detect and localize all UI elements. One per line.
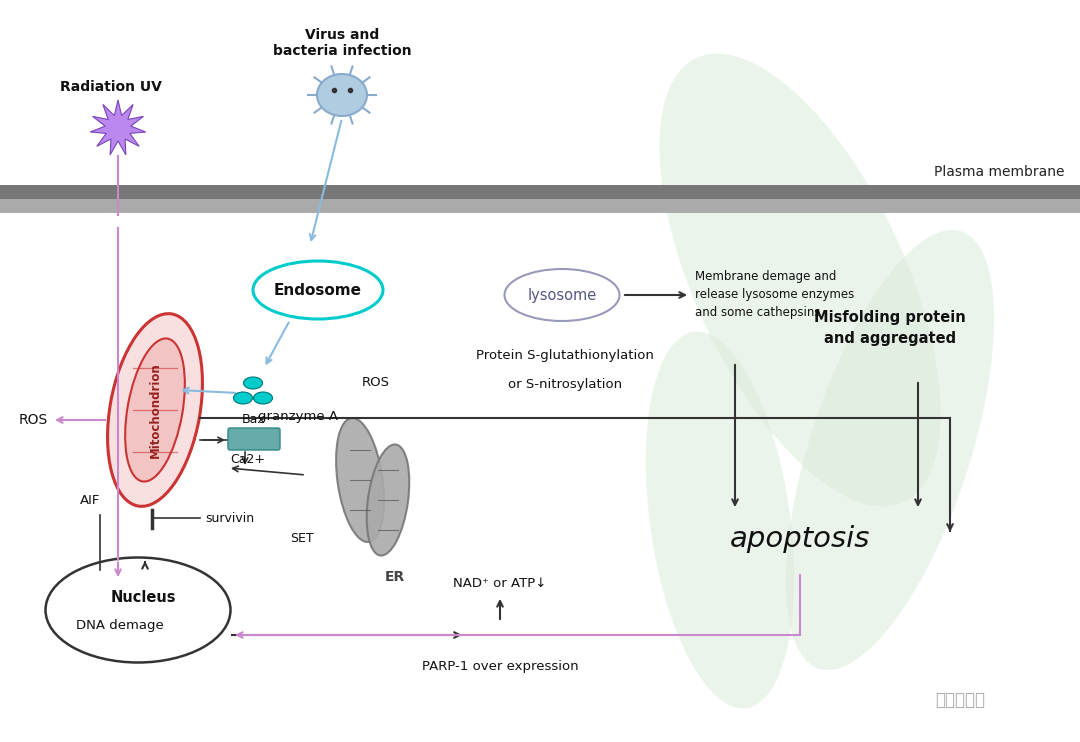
Ellipse shape [233,392,253,404]
Text: ROS: ROS [18,413,48,427]
Ellipse shape [45,557,230,663]
Text: Misfolding protein
and aggregated: Misfolding protein and aggregated [814,310,966,346]
Text: SET: SET [291,531,313,545]
Text: AIF: AIF [80,493,100,507]
Bar [0,199,1080,213]
Text: NAD⁺ or ATP↓: NAD⁺ or ATP↓ [454,577,546,590]
Text: or S-nitrosylation: or S-nitrosylation [508,378,622,391]
Text: lysosome: lysosome [527,287,596,303]
Ellipse shape [660,53,941,507]
Ellipse shape [108,314,202,506]
Text: ER: ER [384,570,405,584]
Text: survivin: survivin [205,511,254,525]
Ellipse shape [254,392,272,404]
Text: Ca2+: Ca2+ [230,453,265,466]
Ellipse shape [786,230,994,670]
Bar [0,185,1080,199]
Text: DNA demage: DNA demage [76,620,164,632]
Text: PARP-1 over expression: PARP-1 over expression [421,660,578,673]
Ellipse shape [125,338,185,482]
Ellipse shape [367,444,409,556]
Text: ROS: ROS [362,375,390,389]
Ellipse shape [504,269,620,321]
Text: Mitochondrion: Mitochondrion [149,362,162,458]
Polygon shape [91,100,146,155]
Text: Virus and
bacteria infection: Virus and bacteria infection [272,28,411,58]
FancyBboxPatch shape [228,428,280,450]
Text: Plasma membrane: Plasma membrane [934,165,1065,179]
Ellipse shape [243,377,262,389]
Text: apoptosis: apoptosis [730,525,870,553]
Text: Membrane demage and
release lysosome enzymes
and some cathepsins: Membrane demage and release lysosome enz… [696,270,854,319]
Ellipse shape [253,261,383,319]
Text: Endosome: Endosome [274,283,362,298]
Ellipse shape [336,418,383,542]
Text: granzyme A: granzyme A [258,410,338,423]
Text: Nucleus: Nucleus [110,591,176,605]
Text: 基迪奥生物: 基迪奥生物 [935,691,985,709]
Text: Bax: Bax [242,413,266,426]
Ellipse shape [318,74,367,116]
Text: Protein S-glutathionylation: Protein S-glutathionylation [476,349,653,362]
Ellipse shape [646,332,794,709]
Text: Radiation UV: Radiation UV [60,80,162,94]
